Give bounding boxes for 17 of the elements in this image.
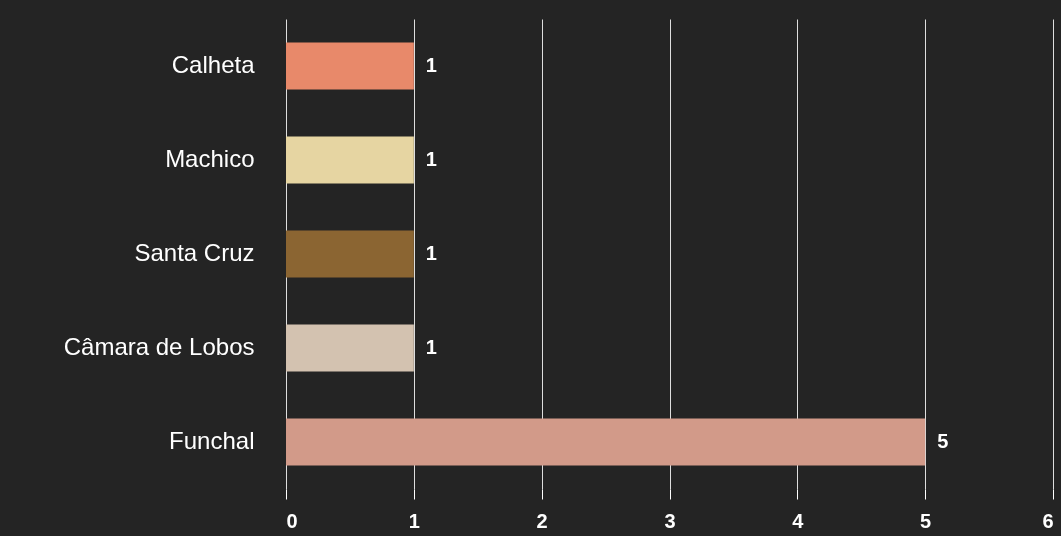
data-label: 5 — [937, 430, 949, 452]
data-label: 1 — [425, 242, 437, 264]
x-tick-label: 0 — [286, 509, 298, 532]
y-tick-label: Câmara de Lobos — [63, 333, 255, 360]
y-tick-label: Calheta — [171, 51, 256, 78]
data-label: 1 — [425, 148, 437, 170]
y-tick-label: Machico — [165, 145, 255, 172]
data-label: 1 — [425, 336, 437, 358]
x-tick-label: 4 — [792, 509, 805, 532]
y-tick-label: Santa Cruz — [134, 239, 255, 266]
y-tick-label: Funchal — [169, 427, 255, 454]
x-tick-label: 2 — [536, 509, 548, 532]
x-tick-label: 6 — [1042, 509, 1054, 532]
data-label: 1 — [425, 54, 437, 76]
x-tick-label: 5 — [920, 509, 932, 532]
x-tick-label: 3 — [664, 509, 676, 532]
x-tick-label: 1 — [408, 509, 420, 532]
